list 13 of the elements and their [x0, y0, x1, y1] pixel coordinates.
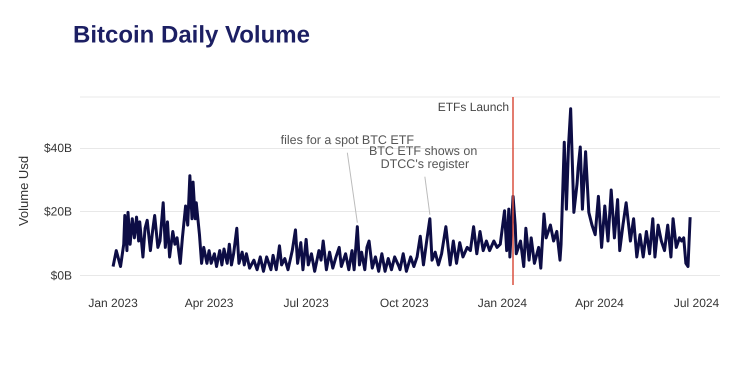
- y-tick-label: $40B: [44, 140, 72, 155]
- x-tick-label: Jan 2024: [478, 296, 528, 310]
- x-tick-label: Jul 2023: [283, 296, 330, 310]
- x-tick-label: Jul 2024: [674, 296, 720, 310]
- y-tick-label: $20B: [44, 204, 72, 219]
- y-tick-label: $0B: [50, 268, 72, 282]
- ref-line-label: ETFs Launch: [438, 100, 510, 114]
- x-tick-label: Jan 2023: [88, 296, 138, 310]
- x-tick-label: Apr 2023: [184, 296, 234, 310]
- x-tick-label: Apr 2024: [575, 296, 624, 310]
- x-tick-label: Oct 2023: [380, 296, 429, 310]
- chart-title: Bitcoin Daily Volume: [73, 22, 310, 48]
- y-axis-title: Volume Usd: [16, 156, 31, 226]
